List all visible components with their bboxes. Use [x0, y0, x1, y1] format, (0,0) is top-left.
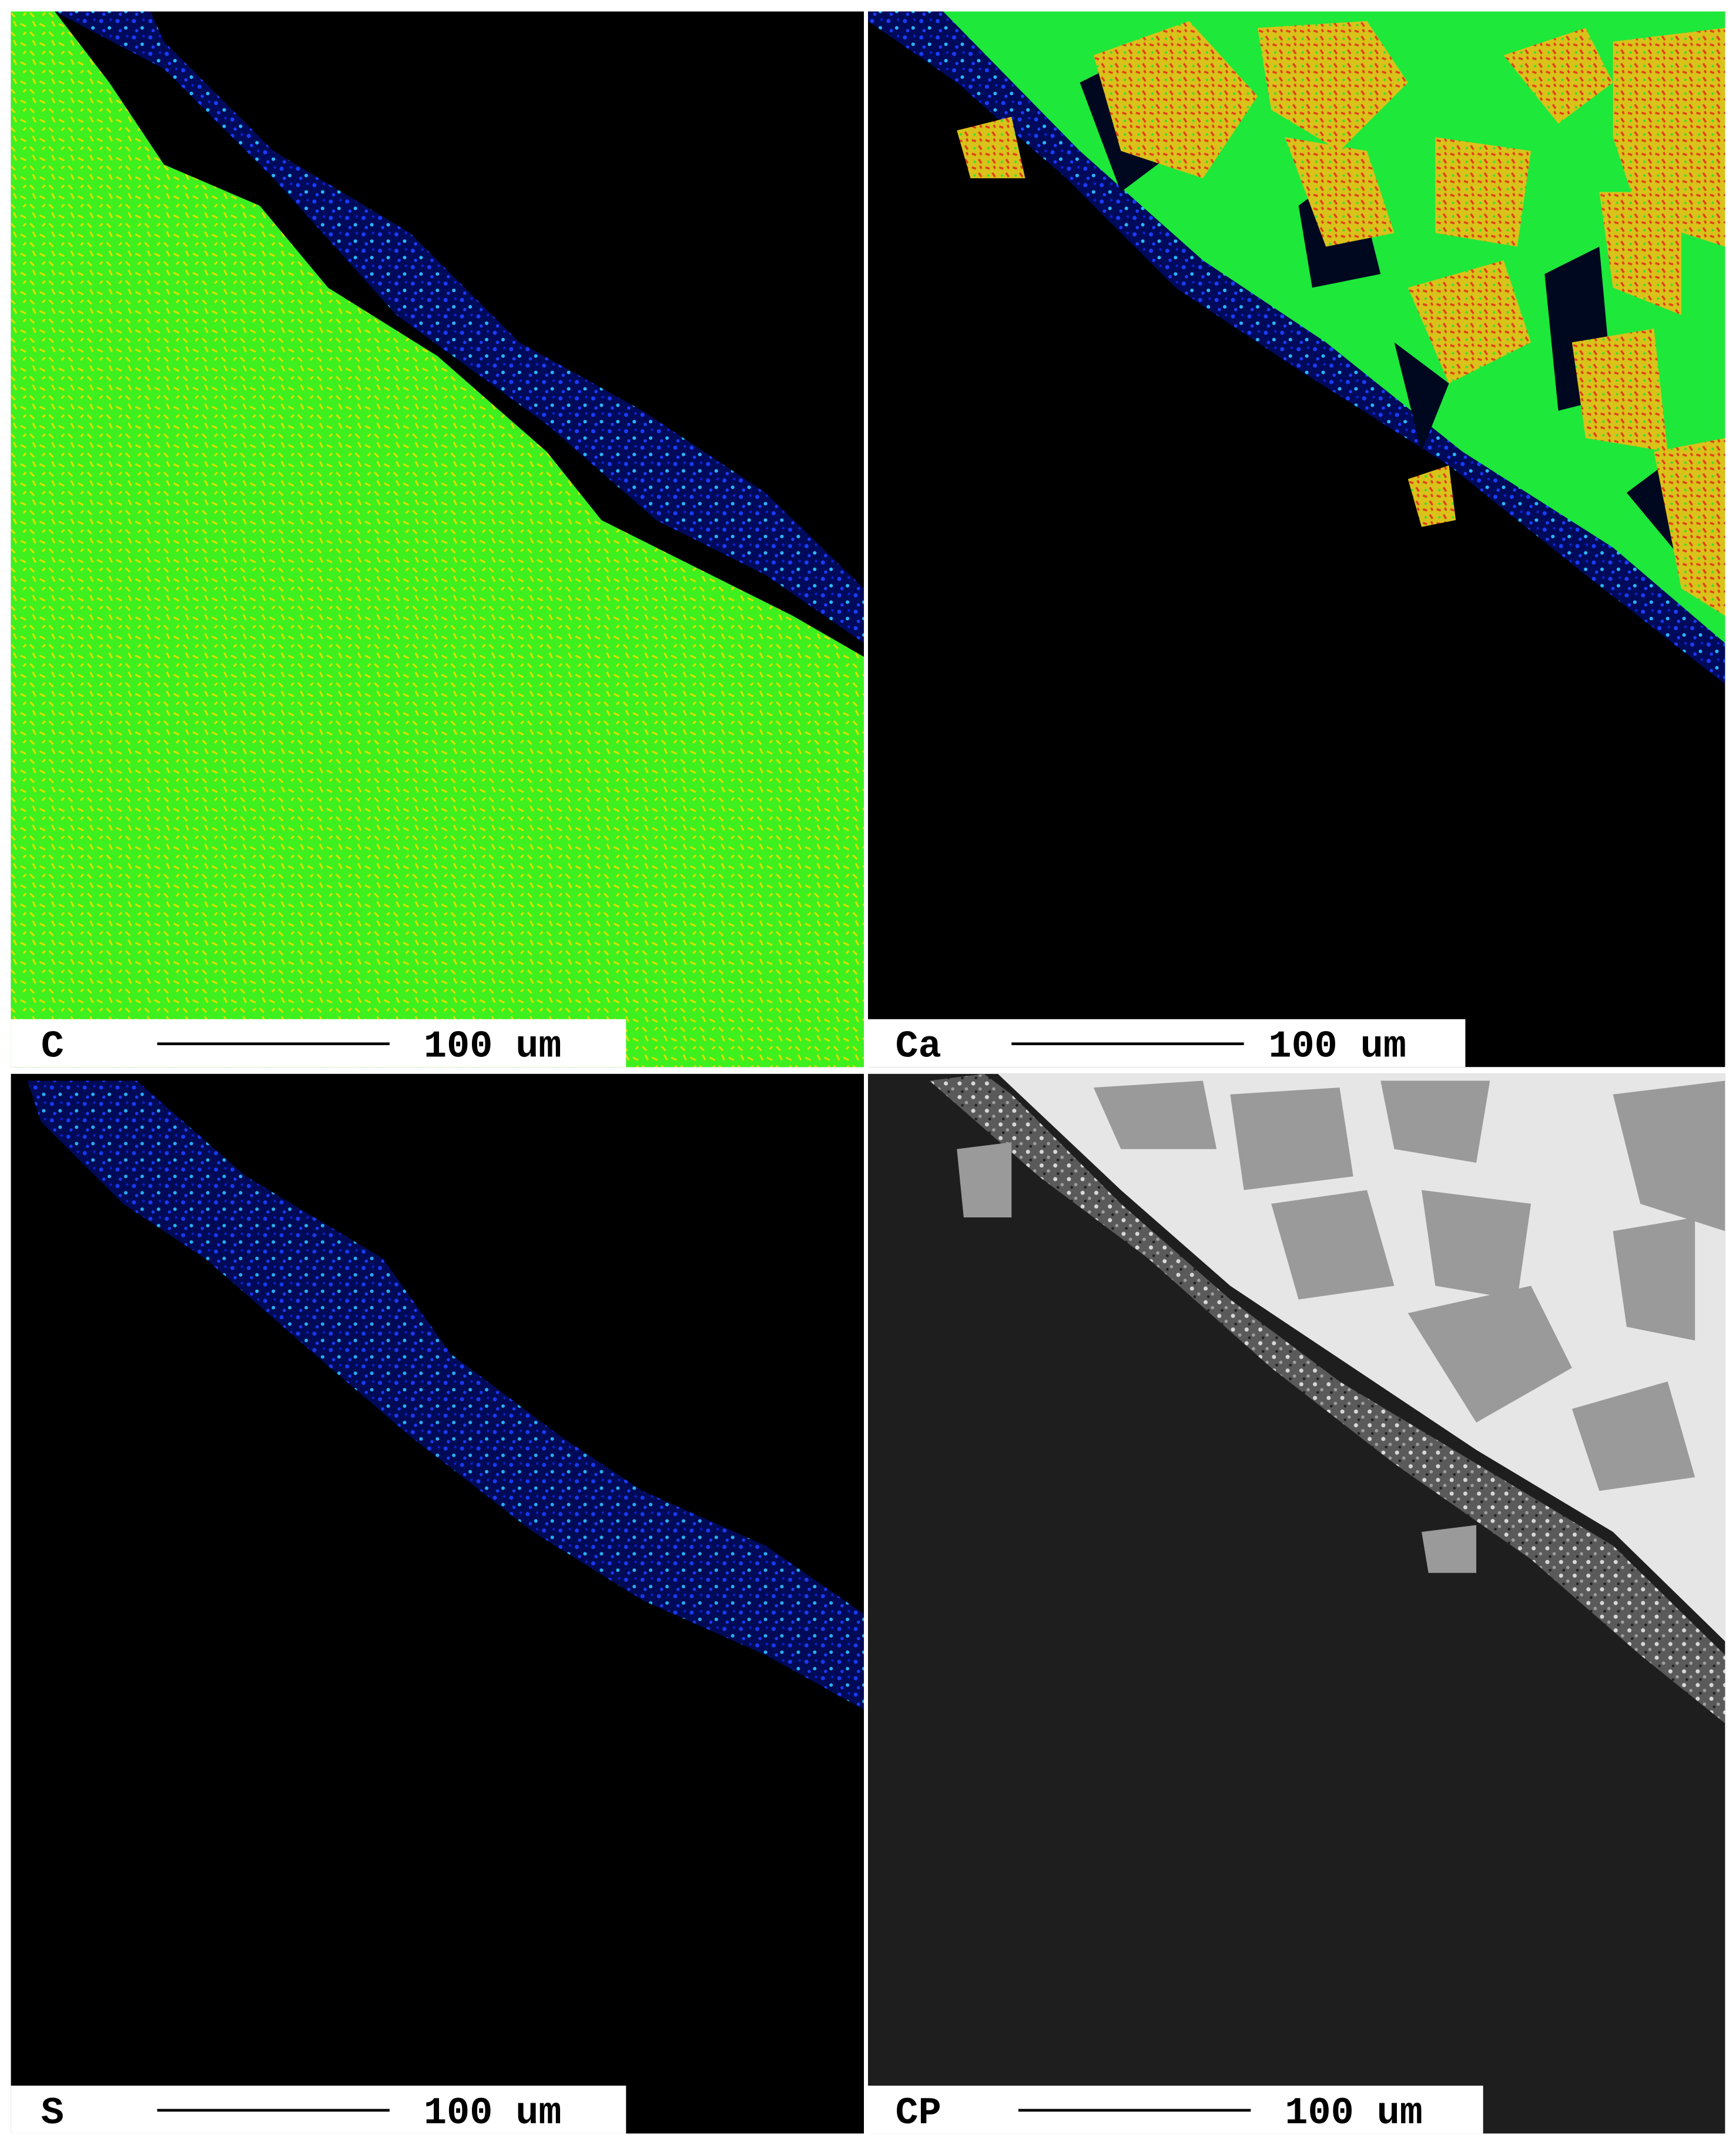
boundary-band: [868, 11, 1725, 684]
clinker-matrix: [997, 1073, 1725, 1642]
element-label: CP: [896, 2092, 941, 2135]
scale-text: 100 um: [424, 1025, 561, 1069]
panel-ca: Ca 100 um: [868, 11, 1725, 1069]
element-label: S: [41, 2092, 64, 2135]
element-label: C: [41, 1025, 64, 1069]
scale-text: 100 um: [1269, 1025, 1406, 1069]
panel-s: S 100 um: [11, 1073, 864, 2135]
sulfur-band: [27, 1080, 864, 1710]
panel-cp: CP 100 um: [868, 1073, 1725, 2135]
scale-text: 100 um: [424, 2092, 561, 2135]
scale-text: 100 um: [1285, 2092, 1422, 2135]
calcium-grains: [957, 21, 1725, 616]
element-label: Ca: [896, 1025, 941, 1069]
carbon-region: [11, 11, 864, 1068]
panel-c: C 100 um: [11, 11, 864, 1069]
corrosion-layer: [929, 1073, 1725, 1724]
boundary-band: [55, 11, 864, 644]
grains: [957, 1080, 1725, 1573]
